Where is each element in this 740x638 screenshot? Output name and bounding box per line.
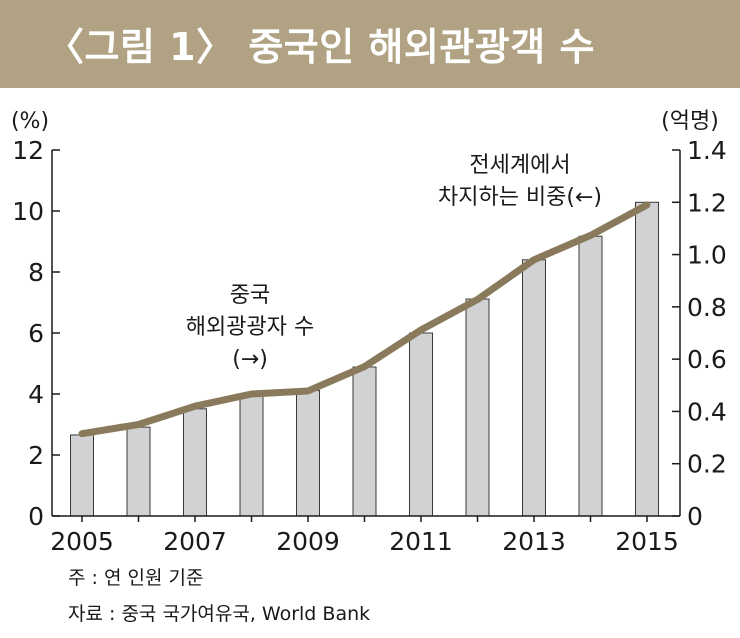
x-tick-label-2005: 2005 — [50, 527, 114, 556]
left-tick-label-2: 2 — [28, 441, 44, 470]
right-tick-label-0.6: 0.6 — [687, 345, 727, 374]
x-tick-label-2007: 2007 — [163, 527, 227, 556]
bar-2009 — [296, 390, 320, 517]
left-tick-label-4: 4 — [28, 380, 44, 409]
bar-2011 — [409, 332, 433, 517]
line-annotation-line1: 전세계에서 — [469, 153, 570, 178]
bar-2015 — [635, 201, 659, 517]
bar-2010 — [352, 366, 377, 517]
bar-2006 — [126, 426, 151, 517]
right-tick-label-0.4: 0.4 — [687, 397, 727, 426]
left-tick-label-8: 8 — [28, 258, 44, 287]
right-axis-unit: (억명) — [661, 109, 719, 134]
bar-2007 — [183, 408, 207, 517]
bar-2014 — [578, 235, 603, 517]
bar-2012 — [465, 298, 490, 517]
chart: 0 2 4 6 8 10 12 0 0.2 0.4 0.6 0.8 1.0 1.2 1.4 (%) (억명) 20… — [11, 109, 727, 556]
left-tick-label-6: 6 — [28, 319, 44, 348]
bar-annotation-line1: 중국 — [230, 283, 270, 308]
bar-2008 — [239, 395, 264, 517]
left-tick-label-10: 10 — [12, 197, 44, 226]
right-tick-label-0.8: 0.8 — [687, 293, 727, 322]
bar-2005 — [70, 434, 94, 517]
chart-title: 〈그림 1〉 중국인 해외관광객 수 — [46, 25, 595, 69]
bar-annotation-line2: 해외광광자 수 — [186, 315, 314, 340]
x-tick-label-2013: 2013 — [502, 527, 566, 556]
x-tick-label-2015: 2015 — [615, 527, 679, 556]
line-annotation-line2: 차지하는 비중(←) — [438, 185, 602, 210]
right-tick-label-1.4: 1.4 — [687, 136, 727, 165]
x-tick-label-2009: 2009 — [276, 527, 340, 556]
footnote: 주 : 연 인원 기준 — [68, 567, 204, 589]
left-axis-unit: (%) — [11, 109, 49, 134]
title-bar: 〈그림 1〉 중국인 해외관광객 수 — [0, 0, 740, 88]
source-note: 자료 : 중국 국가여유국, World Bank — [68, 603, 371, 625]
right-tick-label-1.0: 1.0 — [687, 241, 727, 270]
left-tick-label-12: 12 — [12, 136, 44, 165]
right-tick-label-1.2: 1.2 — [687, 188, 727, 217]
right-tick-label-0.2: 0.2 — [687, 450, 727, 479]
x-tick-label-2011: 2011 — [389, 527, 453, 556]
right-tick-label-0: 0 — [687, 502, 703, 531]
bar-annotation-line3: (→) — [232, 347, 268, 372]
bar-2013 — [522, 259, 546, 517]
left-tick-label-0: 0 — [28, 502, 44, 531]
